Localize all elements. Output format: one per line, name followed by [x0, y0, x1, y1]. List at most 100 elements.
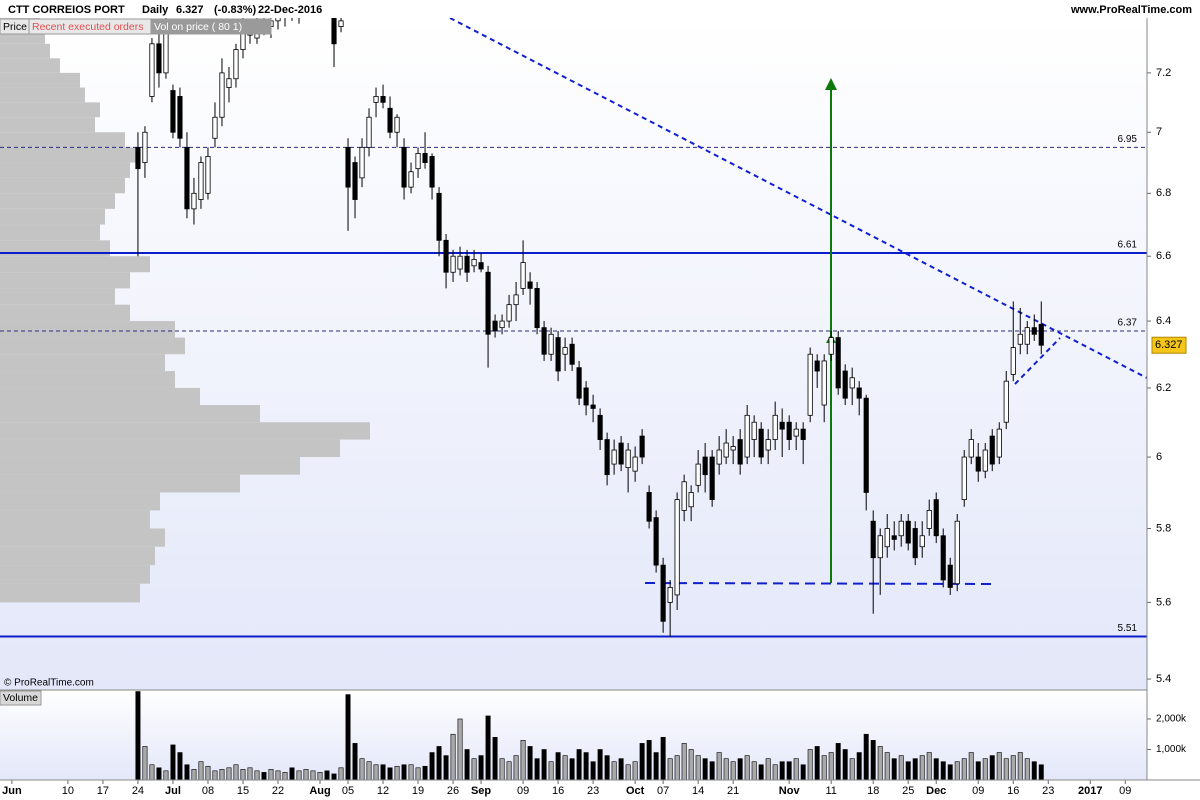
volume-bar [828, 752, 834, 781]
volume-bar [947, 764, 953, 781]
candle-body [1010, 347, 1016, 375]
volume-bar [786, 761, 792, 781]
tab-label[interactable]: Recent executed orders [32, 21, 143, 33]
x-tick-label: 23 [1042, 785, 1054, 797]
candle-body [1031, 327, 1037, 335]
candle-body [982, 449, 988, 472]
profile-bar [0, 583, 140, 603]
profile-bar [0, 208, 105, 225]
candle-body [191, 192, 197, 210]
candle-body [457, 255, 463, 270]
volume-bar [401, 764, 407, 781]
horizontal-lines: 6.95 6.61 6.37 5.51 [0, 134, 1147, 638]
volume-bar [198, 761, 204, 781]
candle-body [205, 156, 211, 194]
profile-bar [0, 457, 300, 475]
x-tick-label: Jun [2, 785, 22, 797]
volume-bar [338, 767, 344, 781]
volume-bar [807, 749, 813, 781]
x-tick-label: 2017 [1078, 785, 1102, 797]
candle-body [667, 587, 673, 603]
volume-bar [1031, 761, 1037, 781]
volume-bar [793, 758, 799, 781]
candle-body [569, 343, 575, 365]
candle-body [464, 255, 470, 273]
volume-bar [240, 769, 246, 781]
volume-bar [639, 743, 645, 781]
volume-bar [814, 746, 820, 781]
tab[interactable] [150, 18, 272, 35]
volume-bar [597, 749, 603, 781]
volume-bar [667, 758, 673, 781]
x-tick-label: 07 [657, 785, 669, 797]
volume-bar [289, 767, 295, 781]
volume-bar [926, 752, 932, 781]
volume-title: Volume [3, 692, 38, 704]
volume-bar [905, 761, 911, 781]
profile-bar [0, 492, 160, 511]
candle-body [639, 435, 645, 458]
volume-bar [1003, 758, 1009, 781]
x-tick-label: 11 [825, 785, 836, 797]
candle-body [184, 146, 190, 210]
candle-body [618, 442, 624, 465]
volume-bar [863, 733, 869, 781]
profile-bar [0, 193, 115, 209]
profile-bar [0, 422, 370, 440]
candle-body [996, 428, 1002, 458]
candle-body [380, 96, 386, 103]
profile-bar [0, 58, 60, 73]
volume-bar [212, 770, 218, 781]
volume-bar [695, 755, 701, 781]
candle-body [674, 499, 680, 596]
volume-bar [457, 718, 463, 781]
x-tick-label: Nov [779, 785, 801, 797]
candle-body [835, 337, 841, 389]
candle-body [359, 146, 365, 179]
candle-body [527, 281, 533, 289]
profile-bar [0, 272, 130, 289]
tab-label[interactable]: Price [3, 21, 27, 33]
candle-body [387, 107, 393, 133]
candle-body [590, 404, 596, 409]
volume-bar [996, 752, 1002, 781]
trendline [1014, 337, 1061, 385]
profile-bar [0, 387, 200, 406]
candle-body [576, 367, 582, 399]
profile-bar [0, 147, 140, 163]
volume-bar [730, 761, 736, 781]
volume-bar [163, 770, 169, 781]
candle-body [597, 414, 603, 440]
candle-body [443, 239, 449, 273]
volume-bar [653, 752, 659, 781]
profile-bar [0, 177, 125, 194]
x-tick-label: 17 [97, 785, 109, 797]
candle-body [646, 492, 652, 522]
volume-bar [912, 758, 918, 781]
candle-body [604, 439, 610, 476]
candle-body [233, 49, 239, 80]
volume-bar [513, 755, 519, 781]
x-tick-label: 16 [552, 785, 564, 797]
volume-bar [569, 758, 575, 781]
volume-bar [310, 770, 316, 781]
volume-bar [352, 743, 358, 781]
candle-body [142, 131, 148, 163]
volume-bar [268, 769, 274, 781]
candle-body [149, 43, 155, 97]
volume-bar [303, 769, 309, 781]
candle-body [499, 320, 505, 329]
volume-bar [499, 758, 505, 781]
volume-bar [590, 761, 596, 781]
volume-bar [527, 746, 533, 781]
volume-bar [436, 746, 442, 781]
candle-body [772, 414, 778, 440]
x-tick-label: 21 [727, 785, 739, 797]
x-tick-label: 08 [202, 785, 214, 797]
candle-body [751, 421, 757, 440]
tab-label[interactable]: Vol on price ( 80 1) [154, 21, 242, 33]
volume-bar [219, 769, 225, 781]
volume-bars [135, 691, 1044, 781]
header-bar [0, 0, 1200, 18]
candle-body [912, 528, 918, 559]
